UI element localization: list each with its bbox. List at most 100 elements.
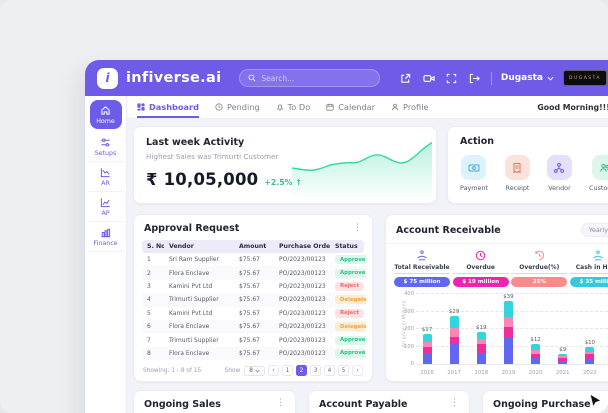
chevron-down-icon: [255, 369, 260, 373]
ongoing-purchase-card: Ongoing Purchase ⋮: [482, 390, 608, 413]
main-content: Last week Activity Highest Sales was Tri…: [127, 119, 608, 413]
status-badge[interactable]: Reject: [335, 281, 365, 291]
clock-icon: [475, 250, 486, 261]
stat-overdue-percent: Overdue(%) 25%: [511, 250, 568, 287]
status-badge[interactable]: Approve: [335, 348, 366, 358]
status-badge[interactable]: Approve: [335, 255, 366, 265]
activity-sparkline-wrap: [291, 133, 433, 197]
profile-icon: [391, 103, 399, 111]
tab-profile[interactable]: Profile: [391, 96, 429, 118]
status-badge[interactable]: Delegate: [335, 322, 366, 332]
home-icon: [101, 106, 110, 115]
brand-name: infiverse.ai: [126, 70, 222, 86]
search-bar[interactable]: [239, 69, 381, 87]
table-row: 4 Trimurti Supplier $75.67 PO/2023/00123…: [142, 293, 366, 307]
kebab-menu-icon[interactable]: ⋮: [450, 398, 459, 408]
account-receivable-card: Account Receivable Yearly Total Receivab…: [385, 214, 608, 382]
chevron-down-icon: [547, 76, 554, 81]
ongoing-sales-card: Ongoing Sales ⋮: [133, 390, 296, 413]
action-customer[interactable]: Customer: [589, 155, 608, 192]
hand-money-icon: [417, 250, 427, 261]
tab-calendar[interactable]: Calendar: [326, 96, 375, 118]
app-logo: i: [97, 67, 118, 89]
calendar-icon: [326, 103, 334, 111]
table-row: 7 Trimurti Supplier $75.67 PO/2023/00123…: [142, 333, 366, 346]
search-input[interactable]: [261, 73, 372, 83]
status-badge[interactable]: Approve: [335, 268, 366, 278]
app-header: i infiverse.ai Dugasta DUGASTA: [85, 60, 608, 96]
bar-2020: $12 2020: [528, 336, 543, 376]
ap-chart-icon: [100, 198, 110, 208]
status-badge[interactable]: Reject: [335, 308, 365, 318]
stat-total-receivable: Total Receivable $ 75 million: [394, 250, 450, 287]
page-button[interactable]: 4: [324, 365, 335, 377]
stat-cash-in-hand: Cash in Hand $ 35 million: [569, 250, 608, 287]
action-payment[interactable]: Payment: [460, 155, 488, 192]
sidebar-item-finance[interactable]: Finance: [87, 222, 124, 252]
ar-plot: 0 100 200 300 400 $17 2016 $29 2017 $19 2018 $39 201…: [404, 291, 608, 376]
org-dropdown[interactable]: Dugasta: [501, 73, 554, 83]
video-icon[interactable]: [422, 71, 436, 85]
next-page-button[interactable]: ›: [352, 365, 363, 377]
search-icon: [248, 74, 256, 82]
table-row: 8 Flora Enclave $75.67 PO/2023/00123 App…: [142, 346, 366, 361]
bar-2021: $9 2021: [555, 346, 570, 377]
table-row: 2 Flora Enclave $75.67 PO/2023/00123 App…: [142, 266, 366, 280]
stat-value-badge: $ 19 million: [452, 276, 509, 287]
activity-sparkline: [291, 141, 433, 197]
tab-dashboard[interactable]: Dashboard: [137, 96, 199, 118]
sidebar-item-ar[interactable]: AR: [87, 162, 124, 192]
external-link-icon[interactable]: [399, 71, 413, 85]
approval-table: S. No. Vendor Amount Purchase Order Stat…: [142, 240, 366, 361]
prev-page-button[interactable]: ‹: [268, 365, 279, 377]
page-button[interactable]: 2: [296, 365, 307, 377]
receivable-title: Account Receivable: [396, 224, 501, 236]
dashboard-icon: [137, 103, 145, 111]
status-badge[interactable]: Delegate: [335, 295, 366, 305]
stat-value-badge: $ 75 million: [394, 276, 450, 287]
vendor-icon: [546, 155, 572, 180]
sidebar: Home Setups AR AP Finance: [85, 96, 127, 413]
fullscreen-icon[interactable]: [445, 71, 459, 85]
stat-value-badge: 25%: [511, 276, 568, 287]
sidebar-item-home[interactable]: Home: [89, 100, 122, 129]
logout-icon[interactable]: [468, 71, 482, 85]
activity-subtitle: Highest Sales was Trimurti Customer: [146, 152, 279, 161]
cash-hand-icon: [593, 250, 603, 261]
page-button[interactable]: 5: [338, 365, 349, 377]
period-dropdown[interactable]: Yearly: [580, 223, 608, 237]
table-row: 1 Sri Ram Supplier $75.67 PO/2023/00123 …: [142, 253, 366, 266]
page-button[interactable]: 1: [282, 365, 293, 377]
tab-todo[interactable]: To Do: [276, 96, 310, 118]
bar-2018: $19 2018: [474, 324, 489, 376]
showing-count: Showing: 1 - 8 of 15: [143, 367, 202, 374]
page-button[interactable]: 3: [310, 365, 321, 377]
status-badge[interactable]: Approve: [335, 335, 366, 345]
header-divider: [490, 71, 492, 85]
sidebar-item-ap[interactable]: AP: [87, 192, 124, 222]
page-size-select[interactable]: 8: [244, 365, 265, 376]
customer-icon: [592, 155, 608, 180]
activity-amount: ₹ 10,05,000: [146, 170, 259, 189]
app-window: i infiverse.ai Dugasta DUGASTA: [85, 60, 608, 413]
account-payable-card: Account Payable ⋮: [308, 390, 470, 413]
stat-overdue: Overdue $ 19 million: [452, 250, 509, 287]
history-icon: [535, 250, 544, 261]
action-receipt[interactable]: Receipt: [504, 155, 530, 192]
receivable-bar-chart: All price in Millions 0 100 200 300 400 $17 20…: [394, 291, 608, 377]
bar-2022: $10 2022: [582, 340, 597, 376]
tab-pending[interactable]: Pending: [215, 96, 260, 118]
stat-value-badge: $ 35 million: [569, 276, 608, 287]
kebab-menu-icon[interactable]: ⋮: [276, 398, 285, 408]
org-logo-badge: DUGASTA: [563, 70, 607, 86]
kebab-menu-icon[interactable]: ⋮: [353, 223, 362, 233]
receipt-icon: [504, 155, 530, 180]
pending-clock-icon: [215, 103, 223, 111]
bar-2019: $39 2019: [501, 294, 516, 376]
action-card: Action Payment Receipt: [447, 126, 608, 204]
action-vendor[interactable]: Vendor: [546, 155, 572, 192]
bar-columns: $17 2016 $29 2017 $19 2018 $39 2019 $12 2020 $9 202…: [418, 287, 608, 376]
sidebar-item-setups[interactable]: Setups: [87, 132, 124, 162]
mouse-cursor: [589, 394, 602, 409]
